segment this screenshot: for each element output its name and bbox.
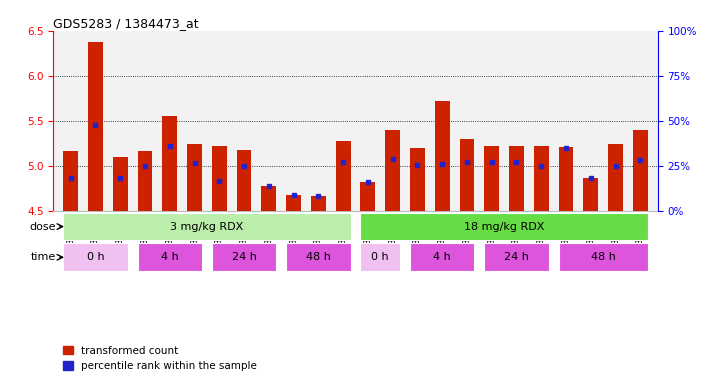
Bar [113,157,128,211]
Text: 3 mg/kg RDX: 3 mg/kg RDX [170,222,243,232]
Bar [360,243,400,271]
Bar [212,243,277,271]
Legend: transformed count, percentile rank within the sample: transformed count, percentile rank withi… [58,341,262,375]
Bar [459,139,474,211]
Bar [88,41,103,211]
Bar [484,243,549,271]
Bar [608,144,623,211]
Text: 4 h: 4 h [433,252,451,262]
Bar [360,182,375,211]
Text: 18 mg/kg RDX: 18 mg/kg RDX [464,222,545,232]
Bar [583,178,598,211]
Bar [63,151,78,211]
Bar [360,213,648,240]
Text: 24 h: 24 h [232,252,257,262]
Bar [137,243,202,271]
Bar [63,213,351,240]
Text: 48 h: 48 h [306,252,331,262]
Text: 24 h: 24 h [504,252,529,262]
Text: time: time [31,252,55,262]
Bar [559,243,648,271]
Bar [237,150,252,211]
Text: GDS5283 / 1384473_at: GDS5283 / 1384473_at [53,17,199,30]
Bar [434,101,449,211]
Bar [559,147,574,211]
Bar [385,130,400,211]
Text: 4 h: 4 h [161,252,178,262]
Bar [509,146,524,211]
Text: dose: dose [29,222,55,232]
Bar [633,130,648,211]
Bar [286,243,351,271]
Bar [484,146,499,211]
Bar [137,151,152,211]
Text: 0 h: 0 h [371,252,389,262]
Bar [187,144,202,211]
Bar [311,196,326,211]
Text: 0 h: 0 h [87,252,105,262]
Bar [262,186,277,211]
Bar [63,243,128,271]
Text: 48 h: 48 h [591,252,616,262]
Bar [286,195,301,211]
Bar [410,243,474,271]
Bar [162,116,177,211]
Bar [336,141,351,211]
Bar [534,146,549,211]
Bar [212,146,227,211]
Bar [410,148,425,211]
